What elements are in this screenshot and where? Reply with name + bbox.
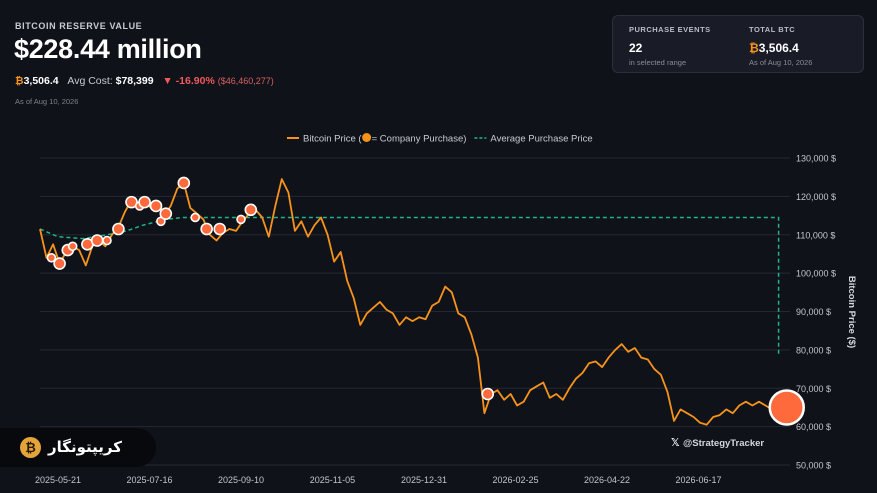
x-tick-label: 2025-09-10 [218,475,264,485]
purchase-marker [159,207,173,220]
x-logo-icon: 𝕏 [671,437,680,449]
x-tick-label: 2026-04-22 [584,475,630,485]
purchase-events-value: 22 [629,41,643,55]
purchase-marker [481,387,495,401]
total-btc-value: 3,506.4 [758,41,799,55]
brand-badge: ₿ کریپتونگار [0,428,156,467]
legend-price-label-suffix: = Company Purchase) [372,134,467,145]
purchase-marker [138,195,151,209]
legend-avg-label: Average Purchase Price [490,134,592,145]
bitcoin-symbol-icon: ₿ [15,75,24,87]
purchase-marker [149,199,163,213]
avg-cost-label: Avg Cost: [67,75,113,87]
y-tick-label: 100,000 $ [796,269,836,279]
purchase-events-cell: PURCHASE EVENTS 22 in selected range [629,25,711,67]
legend-coin-icon [362,133,372,142]
legend-price-label: Bitcoin Price ( [303,134,362,145]
total-btc-sub: As of Aug 10, 2026 [749,58,813,67]
purchase-marker [53,257,66,270]
purchase-marker [213,222,227,236]
purchase-marker [768,389,805,426]
y-axis-label: Bitcoin Price ($) [846,276,857,348]
bitcoin-symbol-icon: ₿ [749,41,759,55]
y-tick-label: 60,000 $ [796,422,831,432]
purchase-marker [200,222,213,236]
brand-name: کریپتونگار [48,439,122,456]
down-arrow-icon: ▼ [162,75,173,87]
y-tick-label: 90,000 $ [796,307,831,317]
purchase-marker [112,222,125,236]
y-tick-label: 80,000 $ [796,345,831,355]
y-tick-label: 110,000 $ [796,230,835,240]
total-btc-value-line: ₿3,506.4 [749,41,812,55]
reserve-value: $228.44 million [14,34,202,64]
purchase-events-sub: in selected range [629,58,687,67]
y-tick-label: 130,000 $ [796,154,836,164]
change-amount: ($46,460,277) [217,76,274,86]
watermark-handle: @StrategyTracker [683,438,764,449]
purchase-events-label: PURCHASE EVENTS [629,25,711,34]
reserve-value-label: BITCOIN RESERVE VALUE [15,21,143,31]
purchase-marker [190,212,201,223]
change-percent: -16.90% [175,75,215,87]
btc-amount: 3,506.4 [23,75,59,87]
average-purchase-price-line [39,216,780,354]
coin-logo-icon: ₿ [20,437,41,458]
y-tick-label: 120,000 $ [796,192,836,202]
purchase-marker [102,235,112,246]
holdings-summary-line: ₿3,506.4 Avg Cost: $78,399 ▼ -16.90% ($4… [15,75,274,87]
as-of-date: As of Aug 10, 2026 [15,97,79,106]
x-tick-label: 2025-05-21 [35,475,81,485]
purchase-marker [244,203,258,217]
purchase-marker [90,234,104,247]
purchase-marker [46,252,57,263]
purchase-marker [177,176,191,190]
x-tick-label: 2026-02-25 [492,475,538,485]
total-btc-cell: TOTAL BTC ₿3,506.4 As of Aug 10, 2026 [749,25,812,67]
x-tick-label: 2025-12-31 [401,475,447,485]
chart-legend: Bitcoin Price ( = Company Purchase) Aver… [287,133,593,145]
purchase-marker [236,214,246,225]
avg-cost-value: $78,399 [115,75,154,87]
x-tick-label: 2026-06-17 [675,475,721,485]
total-btc-label: TOTAL BTC [749,25,796,34]
x-tick-label: 2025-07-16 [126,475,172,485]
x-tick-label: 2025-11-05 [310,475,355,485]
y-tick-label: 50,000 $ [796,461,831,471]
summary-card: PURCHASE EVENTS 22 in selected range TOT… [612,15,864,73]
purchase-marker [67,241,78,252]
y-tick-label: 70,000 $ [796,384,831,394]
